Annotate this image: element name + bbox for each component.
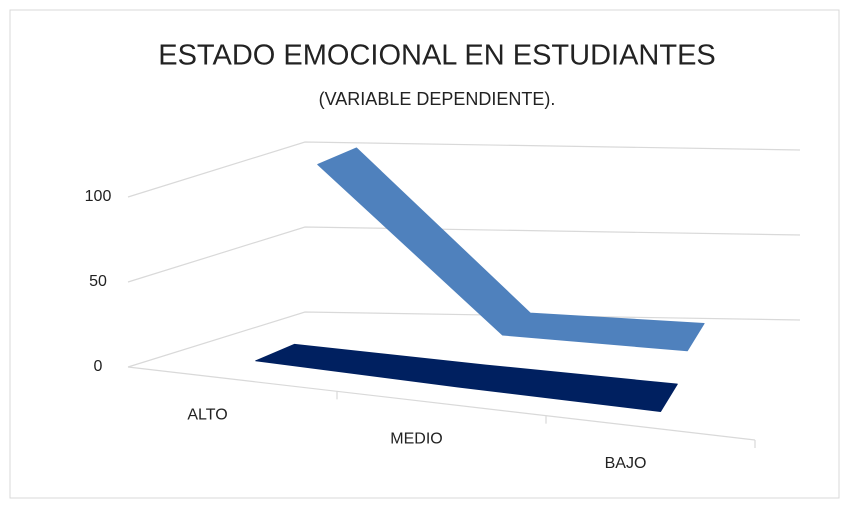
chart-title: ESTADO EMOCIONAL EN ESTUDIANTES — [158, 40, 716, 72]
x-tick-label: ALTO — [187, 406, 227, 423]
chart-subtitle: (VARIABLE DEPENDIENTE). — [319, 89, 556, 109]
grid-line — [127, 141, 801, 198]
ribbon — [255, 343, 678, 412]
x-tick-label: BAJO — [605, 455, 647, 472]
x-tick-label: MEDIO — [390, 431, 442, 448]
y-tick-label: 0 — [94, 358, 103, 375]
x-axis — [127, 366, 756, 441]
ribbon — [317, 147, 705, 352]
y-tick-label: 50 — [89, 273, 107, 290]
grid-line — [127, 226, 801, 283]
y-tick-label: 100 — [85, 188, 112, 205]
grid-line — [127, 311, 801, 368]
